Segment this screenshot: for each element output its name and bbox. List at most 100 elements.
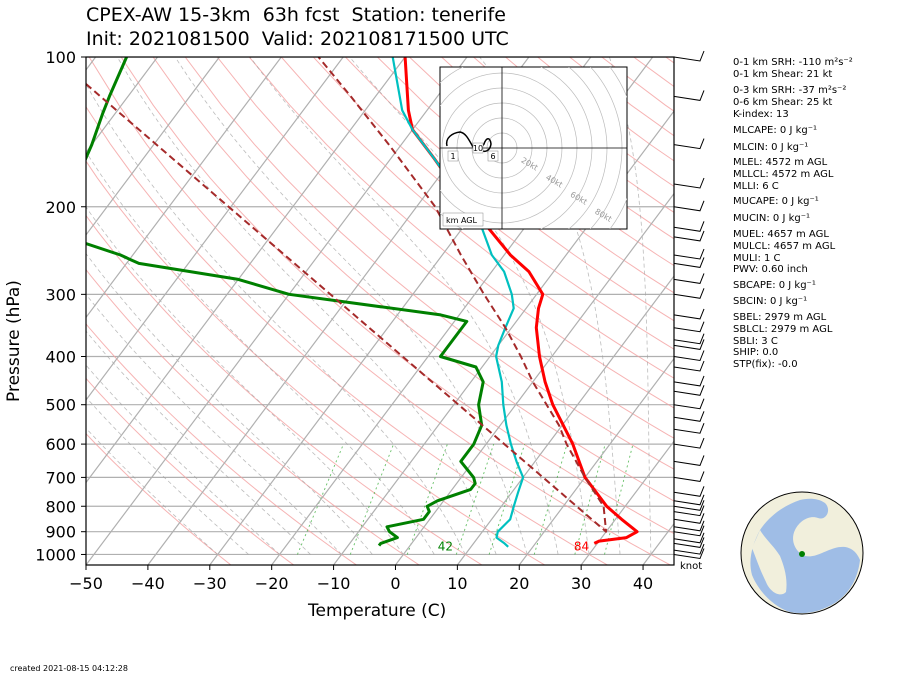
- moist-adiabat: [174, 57, 528, 555]
- index-line: MUCIN: 0 J kg⁻¹: [733, 213, 811, 224]
- moist-adiabat: [86, 151, 435, 555]
- mixing-ratio-line: [533, 443, 568, 555]
- wind-barb: [673, 500, 705, 511]
- dry-adiabat: [86, 160, 546, 565]
- wind-barb: [673, 200, 705, 212]
- wind-barb: [673, 230, 705, 242]
- chart-title-line2: Init: 2021081500 Valid: 202108171500 UTC: [86, 28, 509, 50]
- moist-adiabat: [86, 252, 373, 555]
- index-line: MLCIN: 0 J kg⁻¹: [733, 142, 809, 153]
- wind-barb: [673, 308, 705, 320]
- wind-barb: [673, 288, 705, 299]
- dry-adiabat: [280, 57, 674, 379]
- y-tick-label: 900: [45, 523, 76, 542]
- wind-barb: [673, 423, 705, 434]
- index-line: SHIP: 0.0: [733, 347, 779, 358]
- wind-barb: [673, 177, 705, 189]
- wind-barb: [673, 398, 705, 410]
- x-tick-label: −50: [69, 574, 103, 593]
- y-tick-label: 1000: [35, 545, 76, 564]
- x-tick-label: 10: [447, 574, 467, 593]
- station-marker-icon: [799, 551, 805, 557]
- wind-barb: [673, 505, 705, 517]
- wind-barb: [673, 437, 705, 449]
- hodograph-axis-label: km AGL: [446, 216, 478, 225]
- index-line: MULCL: 4657 m AGL: [733, 241, 836, 252]
- hodograph-height-marker: 6: [490, 152, 495, 161]
- isotherm: [456, 275, 674, 565]
- x-tick-label: −10: [317, 574, 351, 593]
- index-line: MLCAPE: 0 J kg⁻¹: [733, 125, 818, 136]
- wind-barb: [673, 350, 705, 362]
- wind-barb: [673, 525, 705, 537]
- chart-title-line1: CPEX-AW 15-3km 63h fcst Station: tenerif…: [86, 4, 506, 26]
- index-line: STP(fix): -0.0: [733, 359, 798, 370]
- moist-adiabat: [86, 83, 466, 555]
- wind-barb: [673, 50, 705, 62]
- mixing-ratio-line: [488, 443, 526, 555]
- hodograph-height-marker: 10: [473, 144, 483, 153]
- index-line: MUCAPE: 0 J kg⁻¹: [733, 196, 819, 207]
- wind-barb: [673, 455, 705, 466]
- mixing-ratio-line: [349, 443, 395, 555]
- dry-adiabat: [377, 57, 674, 294]
- y-tick-label: 100: [45, 48, 76, 67]
- index-line: SBCIN: 0 J kg⁻¹: [733, 296, 808, 307]
- y-tick-label: 700: [45, 468, 76, 487]
- moist-adiabat: [86, 427, 218, 555]
- wind-barb: [673, 411, 705, 422]
- wind-barb: [673, 543, 705, 555]
- wind-barb: [673, 90, 705, 101]
- wind-barb: [673, 548, 705, 560]
- index-line: MLLCL: 4572 m AGL: [733, 169, 834, 180]
- parcel-line: [86, 57, 608, 533]
- wind-barb: [673, 513, 705, 524]
- dry-adiabat: [345, 57, 674, 322]
- moist-adiabat: [609, 57, 652, 555]
- index-line: 0-1 km Shear: 21 kt: [733, 69, 833, 80]
- hodograph-height-marker: 1: [450, 152, 455, 161]
- isotherm: [86, 57, 406, 484]
- y-tick-label: 200: [45, 198, 76, 217]
- x-tick-label: −40: [131, 574, 165, 593]
- dry-adiabat: [86, 377, 294, 565]
- isotherm: [86, 57, 468, 565]
- y-axis-label: Pressure (hPa): [4, 280, 24, 402]
- index-line: 0-6 km Shear: 25 kt: [733, 97, 833, 108]
- wind-barb: [673, 248, 705, 260]
- y-tick-label: 300: [45, 285, 76, 304]
- index-line: MLEL: 4572 m AGL: [733, 157, 828, 168]
- moist-adiabat: [86, 364, 280, 555]
- wind-barb: [673, 333, 705, 345]
- wind-units-label: knot: [680, 561, 702, 572]
- index-line: PWV: 0.60 inch: [733, 264, 808, 275]
- x-tick-label: 30: [571, 574, 591, 593]
- moist-adiabat: [479, 57, 621, 555]
- dry-adiabat: [86, 323, 357, 565]
- isotherm: [86, 57, 282, 319]
- dewpoint-line: [86, 57, 485, 547]
- index-line: MUEL: 4657 m AGL: [733, 229, 829, 240]
- isotherm: [333, 110, 674, 565]
- moist-adiabat: [116, 57, 497, 555]
- y-tick-label: 800: [45, 497, 76, 516]
- wind-barb: [673, 221, 705, 232]
- x-tick-label: −30: [193, 574, 227, 593]
- moist-adiabat: [86, 293, 342, 555]
- x-tick-label: 0: [390, 574, 400, 593]
- dry-adiabat: [216, 57, 674, 439]
- dry-adiabat: [86, 433, 232, 565]
- isotherm: [518, 357, 674, 565]
- mixing-ratio-line: [604, 443, 634, 555]
- x-axis-label: Temperature (C): [307, 601, 446, 621]
- moist-adiabat: [249, 57, 559, 555]
- wind-barb: [673, 471, 705, 482]
- wind-barb: [673, 520, 705, 532]
- moist-adiabat: [86, 330, 311, 555]
- isotherm: [86, 57, 220, 236]
- wind-barb: [673, 257, 705, 268]
- wind-barb: [673, 532, 705, 544]
- mixing-ratio-line: [574, 443, 606, 555]
- wind-barb: [673, 360, 705, 372]
